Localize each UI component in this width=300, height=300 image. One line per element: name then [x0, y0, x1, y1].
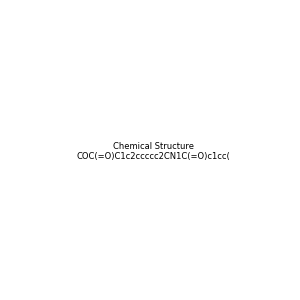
Text: Chemical Structure
COC(=O)C1c2ccccc2CN1C(=O)c1cc(: Chemical Structure COC(=O)C1c2ccccc2CN1C…: [77, 142, 231, 161]
